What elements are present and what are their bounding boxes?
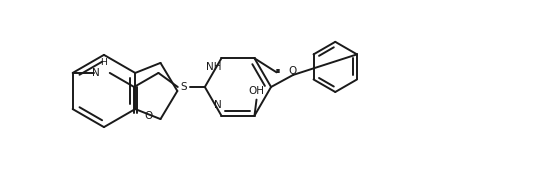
Text: H: H [100, 58, 107, 67]
Text: S: S [181, 82, 187, 92]
Text: OH: OH [249, 86, 265, 96]
Text: O: O [289, 66, 297, 76]
Text: O: O [144, 111, 153, 121]
Text: N: N [92, 68, 100, 78]
Text: N: N [214, 100, 221, 110]
Text: NH: NH [206, 62, 221, 72]
